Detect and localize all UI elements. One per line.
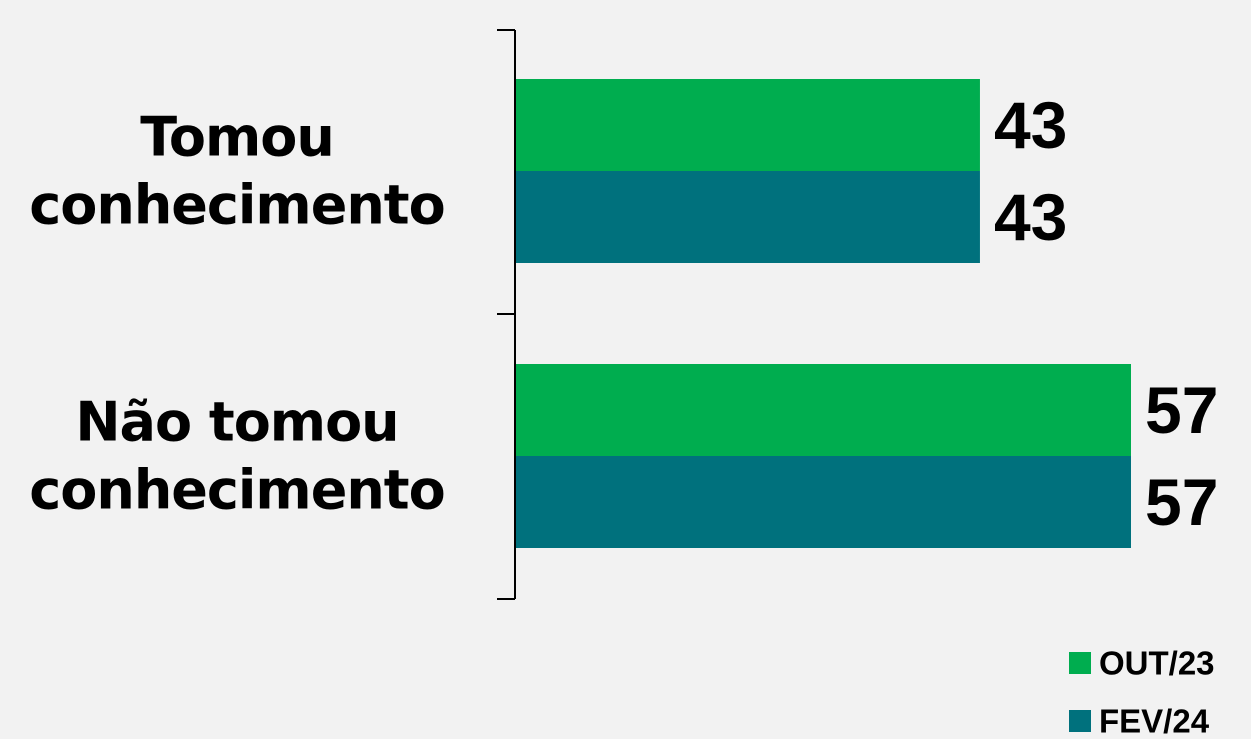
legend-swatch-1 xyxy=(1069,652,1091,674)
bars-group xyxy=(516,79,1131,548)
legend-label-2: FEV/24 xyxy=(1099,703,1210,739)
bar-2-series-2 xyxy=(516,456,1131,548)
category-labels-group: Tomou conhecimento Não tomou conhecimento xyxy=(29,106,445,522)
bar-2-series-1 xyxy=(516,364,1131,456)
axis-group xyxy=(497,29,516,600)
value-label-2-series-2: 57 xyxy=(1145,465,1218,539)
value-label-1-series-1: 43 xyxy=(994,88,1067,162)
bar-1-series-2 xyxy=(516,171,980,263)
value-labels-group: 43 43 57 57 xyxy=(994,88,1218,539)
legend-swatch-2 xyxy=(1069,710,1091,732)
category-label-1: Tomou conhecimento xyxy=(29,106,444,237)
value-label-2-series-1: 57 xyxy=(1145,373,1218,447)
bar-1-series-1 xyxy=(516,79,980,171)
value-label-1-series-2: 43 xyxy=(994,180,1067,254)
legend: OUT/23 FEV/24 xyxy=(1069,645,1215,739)
legend-label-1: OUT/23 xyxy=(1099,645,1215,682)
category-label-2: Não tomou conhecimento xyxy=(29,391,444,522)
